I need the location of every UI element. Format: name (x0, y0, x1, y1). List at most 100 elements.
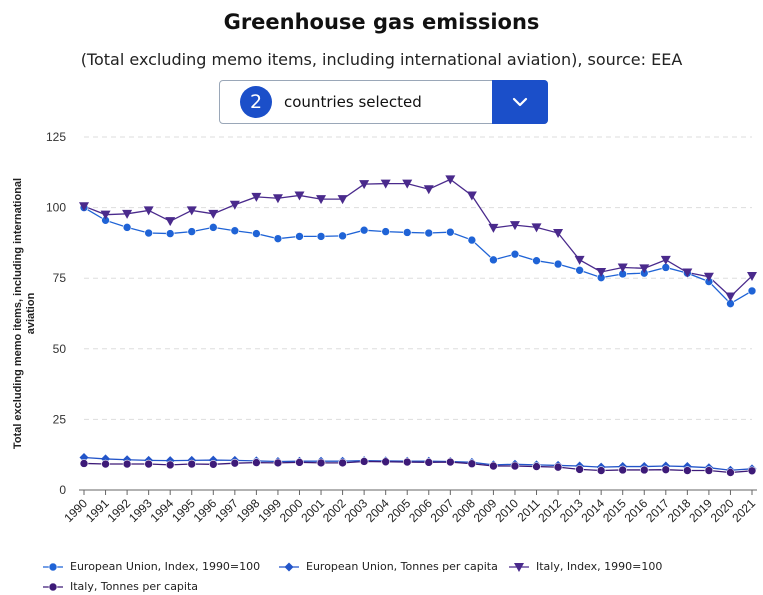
data-point-series-0 (252, 229, 261, 238)
x-tick-label: 2004 (363, 496, 392, 525)
data-point-series-0 (273, 234, 283, 243)
line-chart: 0255075100125199019911992199319941995199… (12, 130, 758, 525)
legend-marker (284, 562, 294, 571)
legend-label: Italy, Index, 1990=100 (536, 560, 663, 573)
selector-dropdown-button[interactable] (492, 80, 548, 124)
data-point-series-0 (467, 235, 477, 245)
x-tick-label: 1997 (212, 496, 241, 525)
data-point-series-0 (446, 227, 455, 237)
x-tick-label: 2009 (471, 496, 500, 525)
data-point-series-2 (747, 271, 757, 281)
data-point-series-2 (423, 185, 434, 195)
y-axis-title: Total excluding memo items, including in… (12, 178, 37, 449)
legend-label: Italy, Tonnes per capita (70, 580, 199, 593)
data-point-series-3 (230, 458, 240, 468)
x-tick-label: 2007 (428, 496, 457, 525)
data-point-series-0 (575, 265, 584, 275)
data-point-series-3 (273, 458, 283, 468)
data-point-series-2 (272, 194, 283, 204)
legend-label: European Union, Tonnes per capita (306, 560, 498, 573)
data-point-series-2 (682, 268, 693, 278)
x-tick-label: 2017 (643, 496, 672, 525)
data-point-series-0 (122, 223, 132, 232)
legend-marker (514, 562, 524, 572)
data-point-series-3 (747, 466, 757, 476)
legend-item[interactable]: Italy, Index, 1990=100 (508, 560, 662, 573)
data-point-series-2 (660, 255, 671, 265)
data-point-series-3 (553, 462, 563, 472)
data-point-series-2 (725, 292, 736, 302)
data-point-series-3 (704, 466, 714, 475)
data-point-series-0 (144, 228, 153, 238)
y-tick-label: 50 (53, 342, 67, 356)
x-tick-label: 1995 (169, 496, 198, 525)
legend-item[interactable]: Italy, Tonnes per capita (42, 580, 198, 593)
data-point-series-2 (294, 191, 305, 201)
x-tick-label: 1992 (104, 496, 133, 525)
x-tick-label: 2018 (665, 496, 694, 525)
chart-title: Greenhouse gas emissions (223, 10, 540, 34)
x-tick-label: 1996 (191, 496, 220, 525)
x-tick-label: 2016 (622, 496, 651, 525)
data-point-series-3 (489, 461, 498, 471)
data-point-series-3 (122, 459, 132, 469)
data-point-series-3 (575, 465, 584, 474)
data-point-series-3 (381, 457, 390, 467)
legend-item[interactable]: European Union, Index, 1990=100 (42, 560, 260, 573)
data-point-series-0 (165, 229, 175, 238)
data-point-series-2 (208, 209, 219, 219)
data-point-series-0 (208, 223, 218, 232)
data-point-series-3 (683, 466, 692, 475)
data-point-series-3 (101, 459, 110, 469)
data-point-series-2 (380, 179, 391, 189)
data-point-series-0 (187, 227, 197, 236)
legend-item[interactable]: European Union, Tonnes per capita (278, 560, 498, 573)
x-tick-label: 2010 (492, 496, 521, 525)
data-point-series-3 (359, 457, 369, 466)
data-point-series-3 (79, 459, 89, 468)
legend-symbol-icon (509, 562, 529, 572)
data-point-series-2 (531, 223, 542, 233)
selected-count-badge: 2 (240, 86, 272, 118)
data-point-series-3 (639, 465, 649, 475)
data-point-series-3 (295, 458, 304, 467)
x-tick-label: 2008 (449, 496, 478, 525)
data-point-series-0 (316, 232, 326, 241)
data-point-series-3 (187, 459, 197, 469)
x-tick-label: 1990 (61, 496, 90, 525)
y-tick-label: 100 (46, 201, 66, 215)
x-tick-label: 2006 (406, 496, 435, 525)
x-tick-label: 2003 (341, 496, 370, 525)
series-line-2 (83, 178, 753, 298)
y-tick-label: 25 (53, 412, 67, 426)
data-point-series-0 (747, 286, 757, 296)
series-line-0 (83, 207, 753, 305)
data-point-series-2 (79, 202, 89, 212)
data-point-series-3 (252, 458, 261, 467)
data-point-series-2 (251, 192, 262, 202)
x-tick-label: 1998 (234, 496, 263, 525)
data-point-series-0 (295, 232, 304, 241)
data-point-series-0 (510, 249, 520, 259)
data-point-series-1 (79, 453, 89, 463)
data-point-series-3 (165, 460, 175, 470)
legend-symbol-icon (43, 562, 63, 571)
data-point-series-2 (466, 191, 477, 201)
data-point-series-2 (359, 180, 370, 190)
data-point-series-0 (402, 228, 412, 237)
x-tick-label: 2014 (579, 496, 608, 525)
data-point-series-2 (337, 195, 348, 205)
country-selector[interactable]: 2 countries selected (219, 80, 548, 124)
y-tick-label: 0 (59, 483, 66, 497)
data-point-series-2 (574, 255, 585, 265)
data-point-series-3 (510, 461, 520, 471)
data-point-series-2 (488, 223, 499, 233)
x-tick-label: 2019 (686, 496, 715, 525)
x-tick-label: 2011 (514, 496, 542, 524)
data-point-series-0 (553, 259, 563, 269)
data-point-series-2 (617, 263, 628, 273)
data-point-series-3 (338, 458, 347, 468)
legend-label: European Union, Index, 1990=100 (70, 560, 261, 573)
x-tick-label: 2005 (385, 496, 414, 525)
x-tick-label: 2001 (298, 496, 327, 525)
